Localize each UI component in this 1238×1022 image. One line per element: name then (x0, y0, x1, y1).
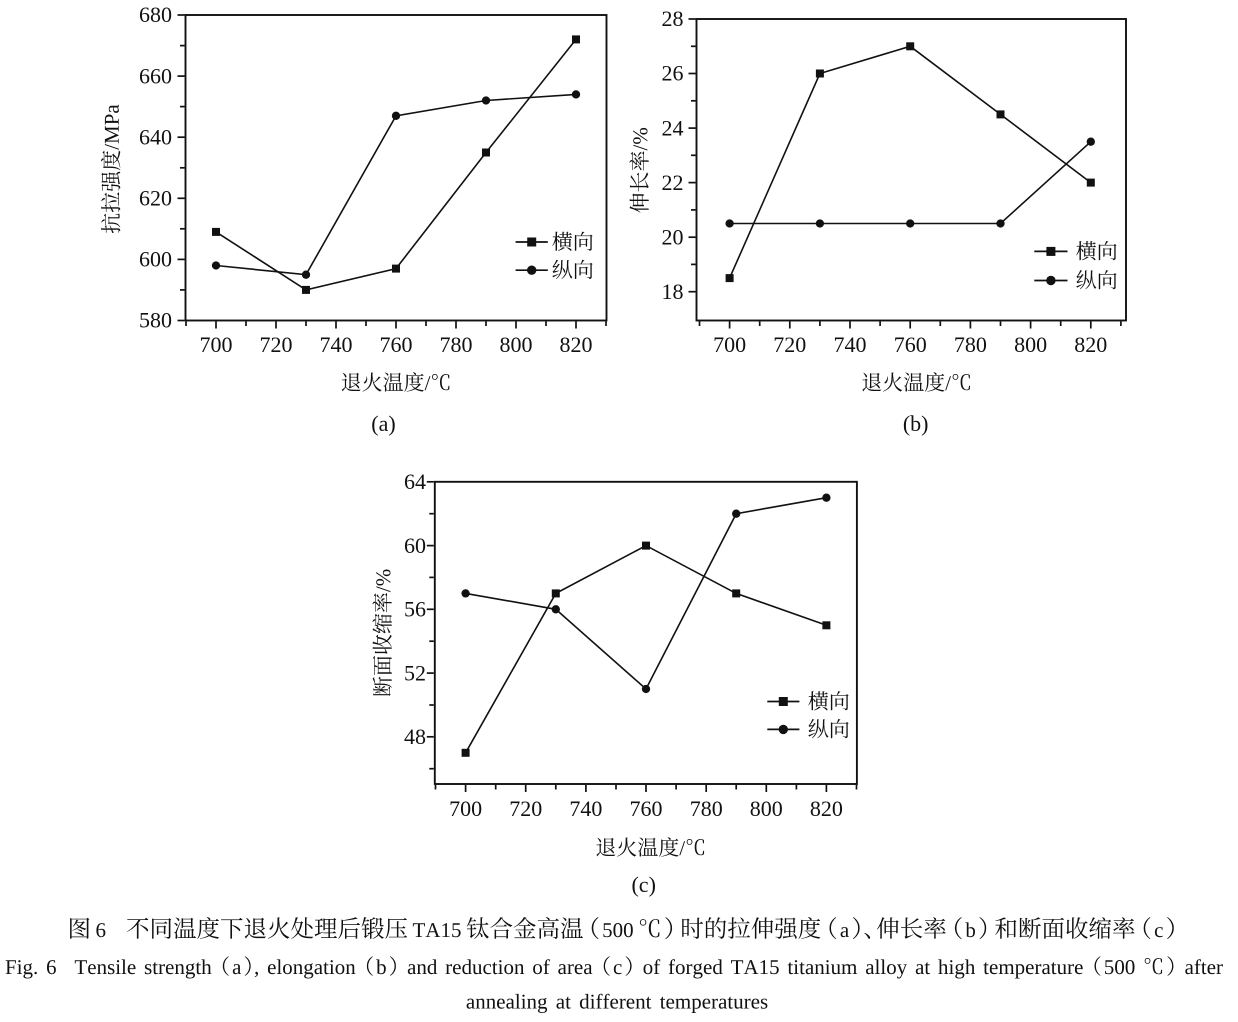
svg-text:56: 56 (404, 597, 426, 622)
svg-text:20: 20 (662, 224, 684, 249)
svg-text:740: 740 (569, 796, 602, 821)
svg-text:780: 780 (440, 332, 473, 357)
svg-text:700: 700 (713, 332, 746, 357)
svg-text:820: 820 (810, 796, 843, 821)
svg-text:52: 52 (404, 660, 426, 685)
svg-text:18: 18 (662, 279, 684, 304)
svg-text:760: 760 (630, 796, 663, 821)
svg-text:760: 760 (894, 332, 927, 357)
svg-text:(c): (c) (631, 872, 655, 897)
svg-text:720: 720 (773, 332, 806, 357)
svg-text:48: 48 (404, 724, 426, 749)
svg-text:700: 700 (200, 332, 233, 357)
svg-text:660: 660 (139, 63, 172, 88)
svg-text:22: 22 (662, 170, 684, 195)
svg-text:28: 28 (662, 6, 684, 31)
svg-text:600: 600 (139, 247, 172, 272)
svg-text:800: 800 (750, 796, 783, 821)
svg-text:700: 700 (449, 796, 482, 821)
svg-text:740: 740 (320, 332, 353, 357)
svg-text:820: 820 (560, 332, 593, 357)
svg-text:26: 26 (662, 61, 684, 86)
svg-text:760: 760 (380, 332, 413, 357)
svg-text:(a): (a) (371, 411, 395, 436)
svg-text:60: 60 (404, 533, 426, 558)
svg-text:24: 24 (662, 115, 684, 140)
svg-text:820: 820 (1074, 332, 1107, 357)
svg-text:800: 800 (1014, 332, 1047, 357)
svg-text:800: 800 (500, 332, 533, 357)
svg-text:740: 740 (834, 332, 867, 357)
svg-text:(b): (b) (903, 411, 929, 436)
svg-text:640: 640 (139, 124, 172, 149)
svg-text:720: 720 (509, 796, 542, 821)
svg-text:680: 680 (139, 2, 172, 27)
svg-text:620: 620 (139, 186, 172, 211)
svg-text:580: 580 (139, 308, 172, 333)
svg-text:780: 780 (954, 332, 987, 357)
svg-text:780: 780 (690, 796, 723, 821)
svg-text:64: 64 (404, 469, 426, 494)
svg-text:720: 720 (260, 332, 293, 357)
